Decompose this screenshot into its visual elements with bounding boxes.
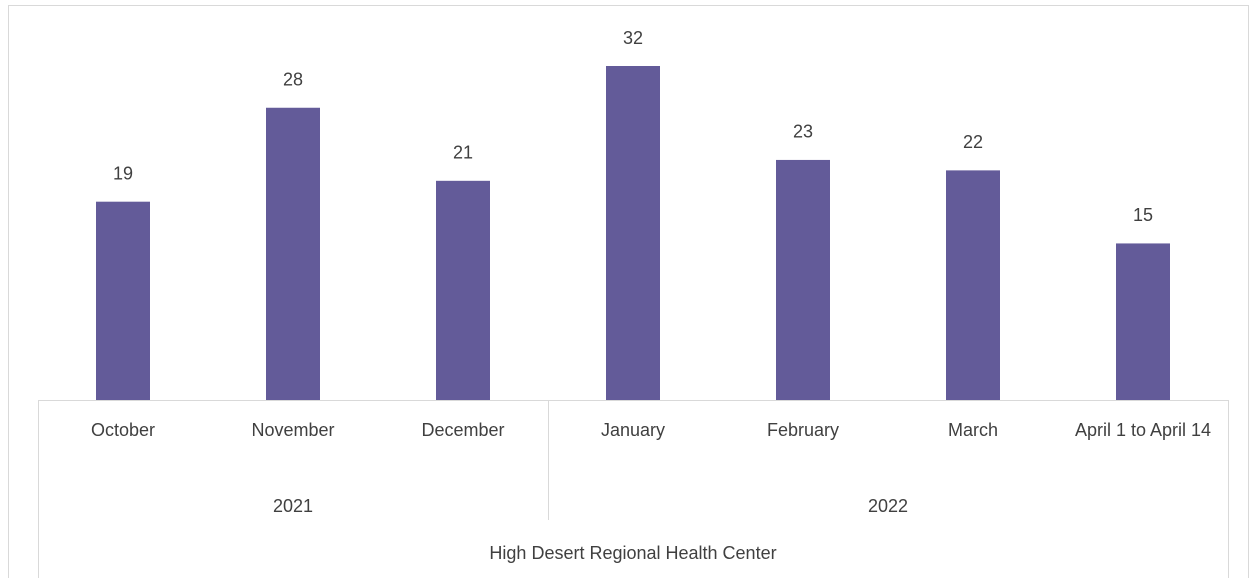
data-label: 19 <box>113 163 133 183</box>
bar <box>96 201 150 400</box>
data-label: 28 <box>283 70 303 90</box>
x-tick-label-box: March <box>947 420 998 440</box>
group-label: 2022 <box>868 496 908 516</box>
bar <box>436 180 490 400</box>
bar <box>776 159 830 400</box>
x-tick-label: October <box>90 420 156 440</box>
x-tick-label-box: November <box>251 420 335 440</box>
data-label: 15 <box>1133 205 1153 225</box>
data-label: 21 <box>453 143 473 163</box>
bar <box>946 170 1000 400</box>
group-label: 2021 <box>273 496 313 516</box>
data-label: 23 <box>793 122 813 142</box>
x-tick-label-box: October <box>90 420 156 440</box>
x-tick-label: April 1 to April 14 <box>1074 420 1212 440</box>
bar <box>606 66 660 400</box>
x-tick-label: November <box>251 420 335 440</box>
x-tick-label: December <box>421 420 505 440</box>
x-tick-label-box: December <box>421 420 505 440</box>
x-tick-label-box: February <box>766 420 840 440</box>
chart-border <box>8 5 1249 578</box>
data-label: 22 <box>963 132 983 152</box>
x-tick-label: January <box>600 420 666 440</box>
bar <box>1116 243 1170 400</box>
x-tick-label-box: January <box>600 420 666 440</box>
x-tick-label-box: April 1 to April 14 <box>1074 420 1212 440</box>
x-tick-label: February <box>766 420 840 440</box>
axis-title: High Desert Regional Health Center <box>489 543 776 563</box>
x-tick-label: March <box>947 420 998 440</box>
bar <box>266 107 320 400</box>
data-label: 32 <box>623 28 643 48</box>
